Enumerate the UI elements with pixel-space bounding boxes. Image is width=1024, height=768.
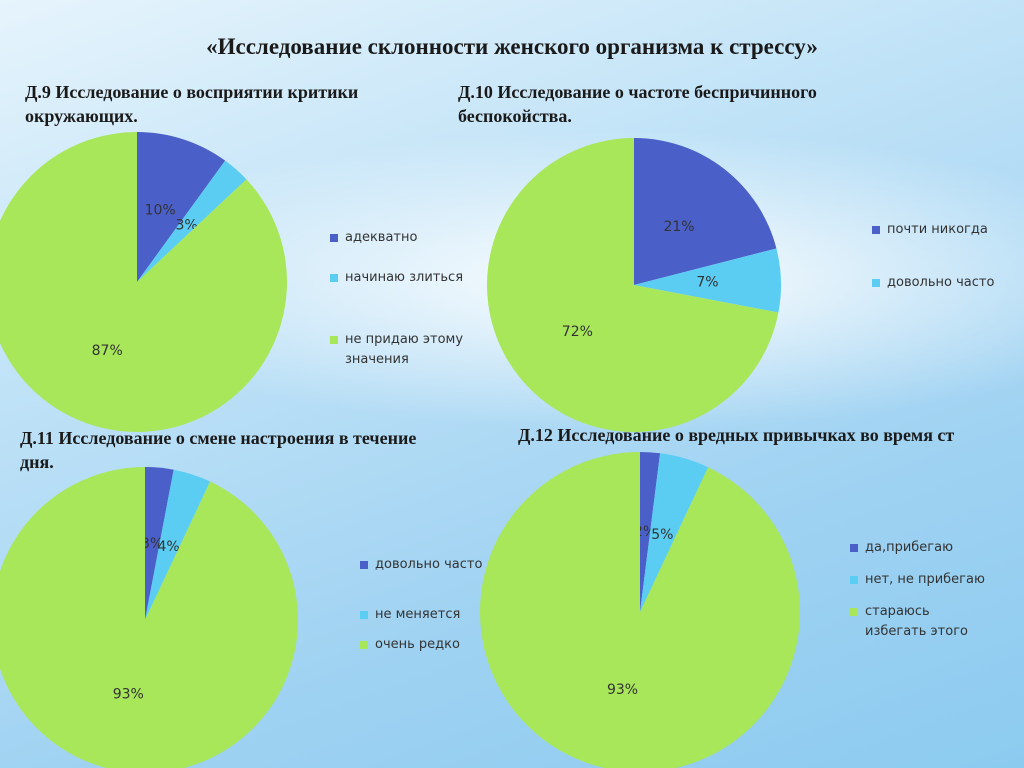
legend-label: не меняется: [375, 607, 461, 622]
pie-slice: [634, 138, 777, 285]
legend-label: почти никогда: [887, 222, 988, 237]
legend-swatch: [360, 641, 368, 649]
legend-swatch: [872, 279, 880, 287]
legend-label: довольно часто: [887, 275, 995, 290]
legend-label: адекватно: [345, 230, 418, 245]
pie-slice: [634, 248, 781, 313]
data-label: 93%: [113, 687, 144, 703]
slide-title: «Исследование склонности женского органи…: [206, 34, 818, 59]
legend-swatch: [330, 234, 338, 242]
pie-slice: [486, 138, 779, 433]
data-label: 5%: [651, 527, 673, 543]
pie-slice: [137, 132, 226, 282]
pie-slice: [145, 467, 174, 620]
data-label: 21%: [663, 219, 694, 235]
legend-label: нет, не прибегаю: [865, 572, 985, 587]
legend-item: почти никогда: [872, 220, 1007, 240]
legend-label: стараюсь избегать этого: [865, 604, 968, 639]
legend-item: довольно часто: [872, 273, 1007, 293]
legend-label: не придаю этому значения: [345, 332, 464, 367]
legend-item: начинаю злиться: [330, 268, 465, 288]
data-label: 3%: [175, 218, 197, 234]
legend-label: начинаю злиться: [345, 270, 464, 285]
legend-swatch: [850, 608, 858, 616]
data-label: 93%: [607, 682, 638, 698]
legend-swatch: [330, 274, 338, 282]
legend-label: да,прибегаю: [865, 540, 954, 555]
legend-item: очень редко: [360, 635, 495, 655]
legend-label: довольно часто: [375, 557, 483, 572]
legend-item: да,прибегаю: [850, 538, 985, 558]
data-label: 7%: [696, 275, 718, 291]
data-label: 4%: [158, 539, 180, 555]
legend-item: не придаю этому значения: [330, 330, 465, 370]
legend-swatch: [850, 544, 858, 552]
legend-item: довольно часто: [360, 555, 495, 575]
pie-slice: [137, 160, 247, 282]
legend-item: стараюсь избегать этого: [850, 602, 985, 642]
chart-title: Д.10 Исследование о частоте беспричинног…: [458, 82, 817, 126]
legend-item: адекватно: [330, 228, 465, 248]
chart-title: Д.11 Исследование о смене настроения в т…: [20, 428, 417, 472]
legend-swatch: [360, 561, 368, 569]
pie-slice: [0, 132, 287, 432]
pie-slice: [145, 469, 211, 620]
legend-label: очень редко: [375, 637, 460, 652]
data-label: 10%: [145, 203, 176, 219]
legend-swatch: [360, 611, 368, 619]
data-label: 87%: [92, 343, 123, 359]
pie-slice: [640, 452, 661, 612]
pie-slice: [640, 453, 709, 612]
data-label: 72%: [562, 324, 593, 340]
chart-title: Д.9 Исследование о восприятии критики ок…: [25, 82, 359, 126]
legend-swatch: [330, 336, 338, 344]
legend-item: не меняется: [360, 605, 495, 625]
legend-item: нет, не прибегаю: [850, 570, 985, 590]
data-label: 3%: [141, 536, 163, 552]
pie-slice: [480, 452, 800, 768]
legend-swatch: [850, 576, 858, 584]
legend-swatch: [872, 226, 880, 234]
pie-slice: [0, 467, 298, 768]
